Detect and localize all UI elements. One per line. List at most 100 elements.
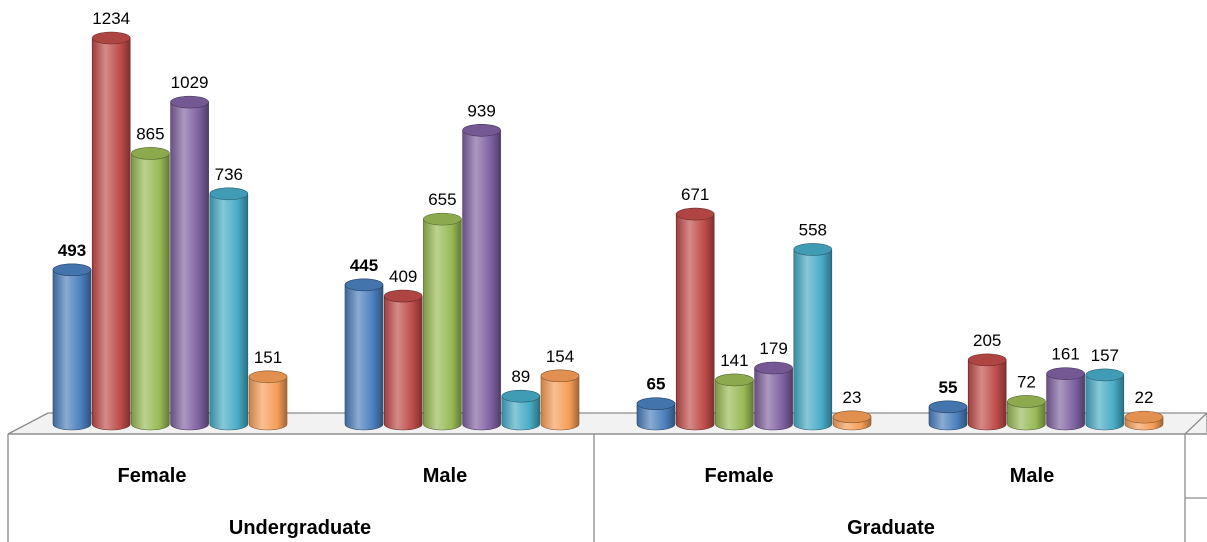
bar (170, 95, 209, 431)
data-label: 736 (215, 165, 243, 184)
data-label: 154 (546, 347, 574, 366)
bar-body (462, 129, 501, 431)
category-label: Male (423, 465, 467, 487)
category-axis: Female Male Female Male Undergraduate Graduat… (7, 412, 1207, 542)
data-label: 161 (1051, 345, 1079, 364)
bar (793, 243, 833, 431)
data-label: 23 (843, 388, 862, 407)
bar (423, 212, 462, 431)
bar (91, 31, 131, 431)
data-label: 157 (1091, 346, 1119, 365)
bar (383, 289, 423, 431)
bar-top (52, 263, 92, 277)
bar-body (91, 37, 131, 431)
bar-body (131, 153, 170, 431)
bar-top (131, 147, 170, 160)
category-label: Female (118, 465, 187, 487)
bar-top (928, 400, 968, 414)
bar (540, 369, 580, 431)
bar-body (383, 295, 423, 431)
bar-top (675, 207, 715, 221)
data-label: 89 (511, 367, 530, 386)
bar-top (754, 361, 793, 375)
bar-top (1085, 368, 1125, 382)
bar (1007, 395, 1046, 431)
bar-top (423, 212, 462, 226)
bar (131, 147, 170, 431)
floor-right-edge (1184, 412, 1207, 435)
bar (344, 278, 384, 431)
bar-top (1046, 367, 1085, 380)
data-label: 179 (759, 339, 787, 358)
bar (715, 373, 754, 431)
bar-body (928, 406, 968, 431)
group-label: Undergraduate (229, 517, 371, 539)
bar (675, 207, 715, 431)
bar-body (675, 213, 715, 431)
data-label: 205 (973, 331, 1001, 350)
bar-top (170, 95, 209, 109)
bar-body (754, 367, 793, 431)
bar (967, 353, 1007, 431)
bar-body (209, 193, 249, 431)
bar-top (967, 353, 1007, 367)
bar-body (170, 101, 209, 431)
bar-top (344, 278, 384, 292)
bar-body (967, 359, 1007, 431)
bar (52, 263, 92, 431)
data-label: 1029 (171, 73, 209, 92)
chart-floor (7, 412, 1207, 435)
bar-body (344, 284, 384, 431)
bar-body (636, 403, 676, 431)
bar-top (832, 410, 872, 424)
data-label: 1234 (92, 9, 130, 28)
bar (832, 410, 872, 431)
data-label: 72 (1017, 372, 1036, 391)
bar-body (715, 379, 754, 431)
bar-body (1007, 401, 1046, 431)
bar-top (462, 123, 501, 137)
bar-top (636, 397, 676, 410)
bar-body (793, 249, 833, 431)
bar-top (209, 187, 249, 201)
data-label: 558 (799, 220, 827, 239)
bar-body (52, 269, 92, 431)
bar (501, 389, 541, 431)
bar (1046, 367, 1085, 431)
bar (209, 187, 249, 431)
bar-top (540, 369, 580, 383)
group-label: Graduate (847, 517, 935, 539)
bar-body (540, 375, 580, 431)
bar (928, 400, 968, 431)
bar-body (501, 395, 541, 431)
bar (636, 397, 676, 431)
data-label: 865 (136, 124, 164, 143)
value-labels-layer: 493 1234 865 1029 736 151 445 409 655 939 89 154 65 6… (58, 9, 1154, 407)
data-label: 493 (58, 241, 86, 260)
bars-layer (52, 31, 1164, 431)
data-label: 445 (350, 256, 378, 275)
bar-top (383, 289, 423, 303)
bar-body (1046, 373, 1085, 431)
bar-top (1124, 410, 1164, 424)
data-label: 141 (720, 351, 748, 370)
category-label: Male (1010, 465, 1054, 487)
category-label: Female (705, 465, 774, 487)
bar (462, 123, 501, 431)
data-label: 939 (467, 101, 495, 120)
data-label: 22 (1135, 388, 1154, 407)
data-label: 151 (254, 348, 282, 367)
bar-body (248, 376, 288, 431)
data-label: 65 (647, 375, 666, 394)
bar (754, 361, 793, 431)
data-label: 409 (389, 267, 417, 286)
bar-top (248, 370, 288, 384)
bar-top (715, 373, 754, 387)
bar-body (1085, 374, 1125, 431)
data-label: 655 (428, 190, 456, 209)
bar (1085, 368, 1125, 431)
bar-top (1007, 395, 1046, 408)
bar-top (91, 31, 131, 45)
bar-top (793, 243, 833, 256)
